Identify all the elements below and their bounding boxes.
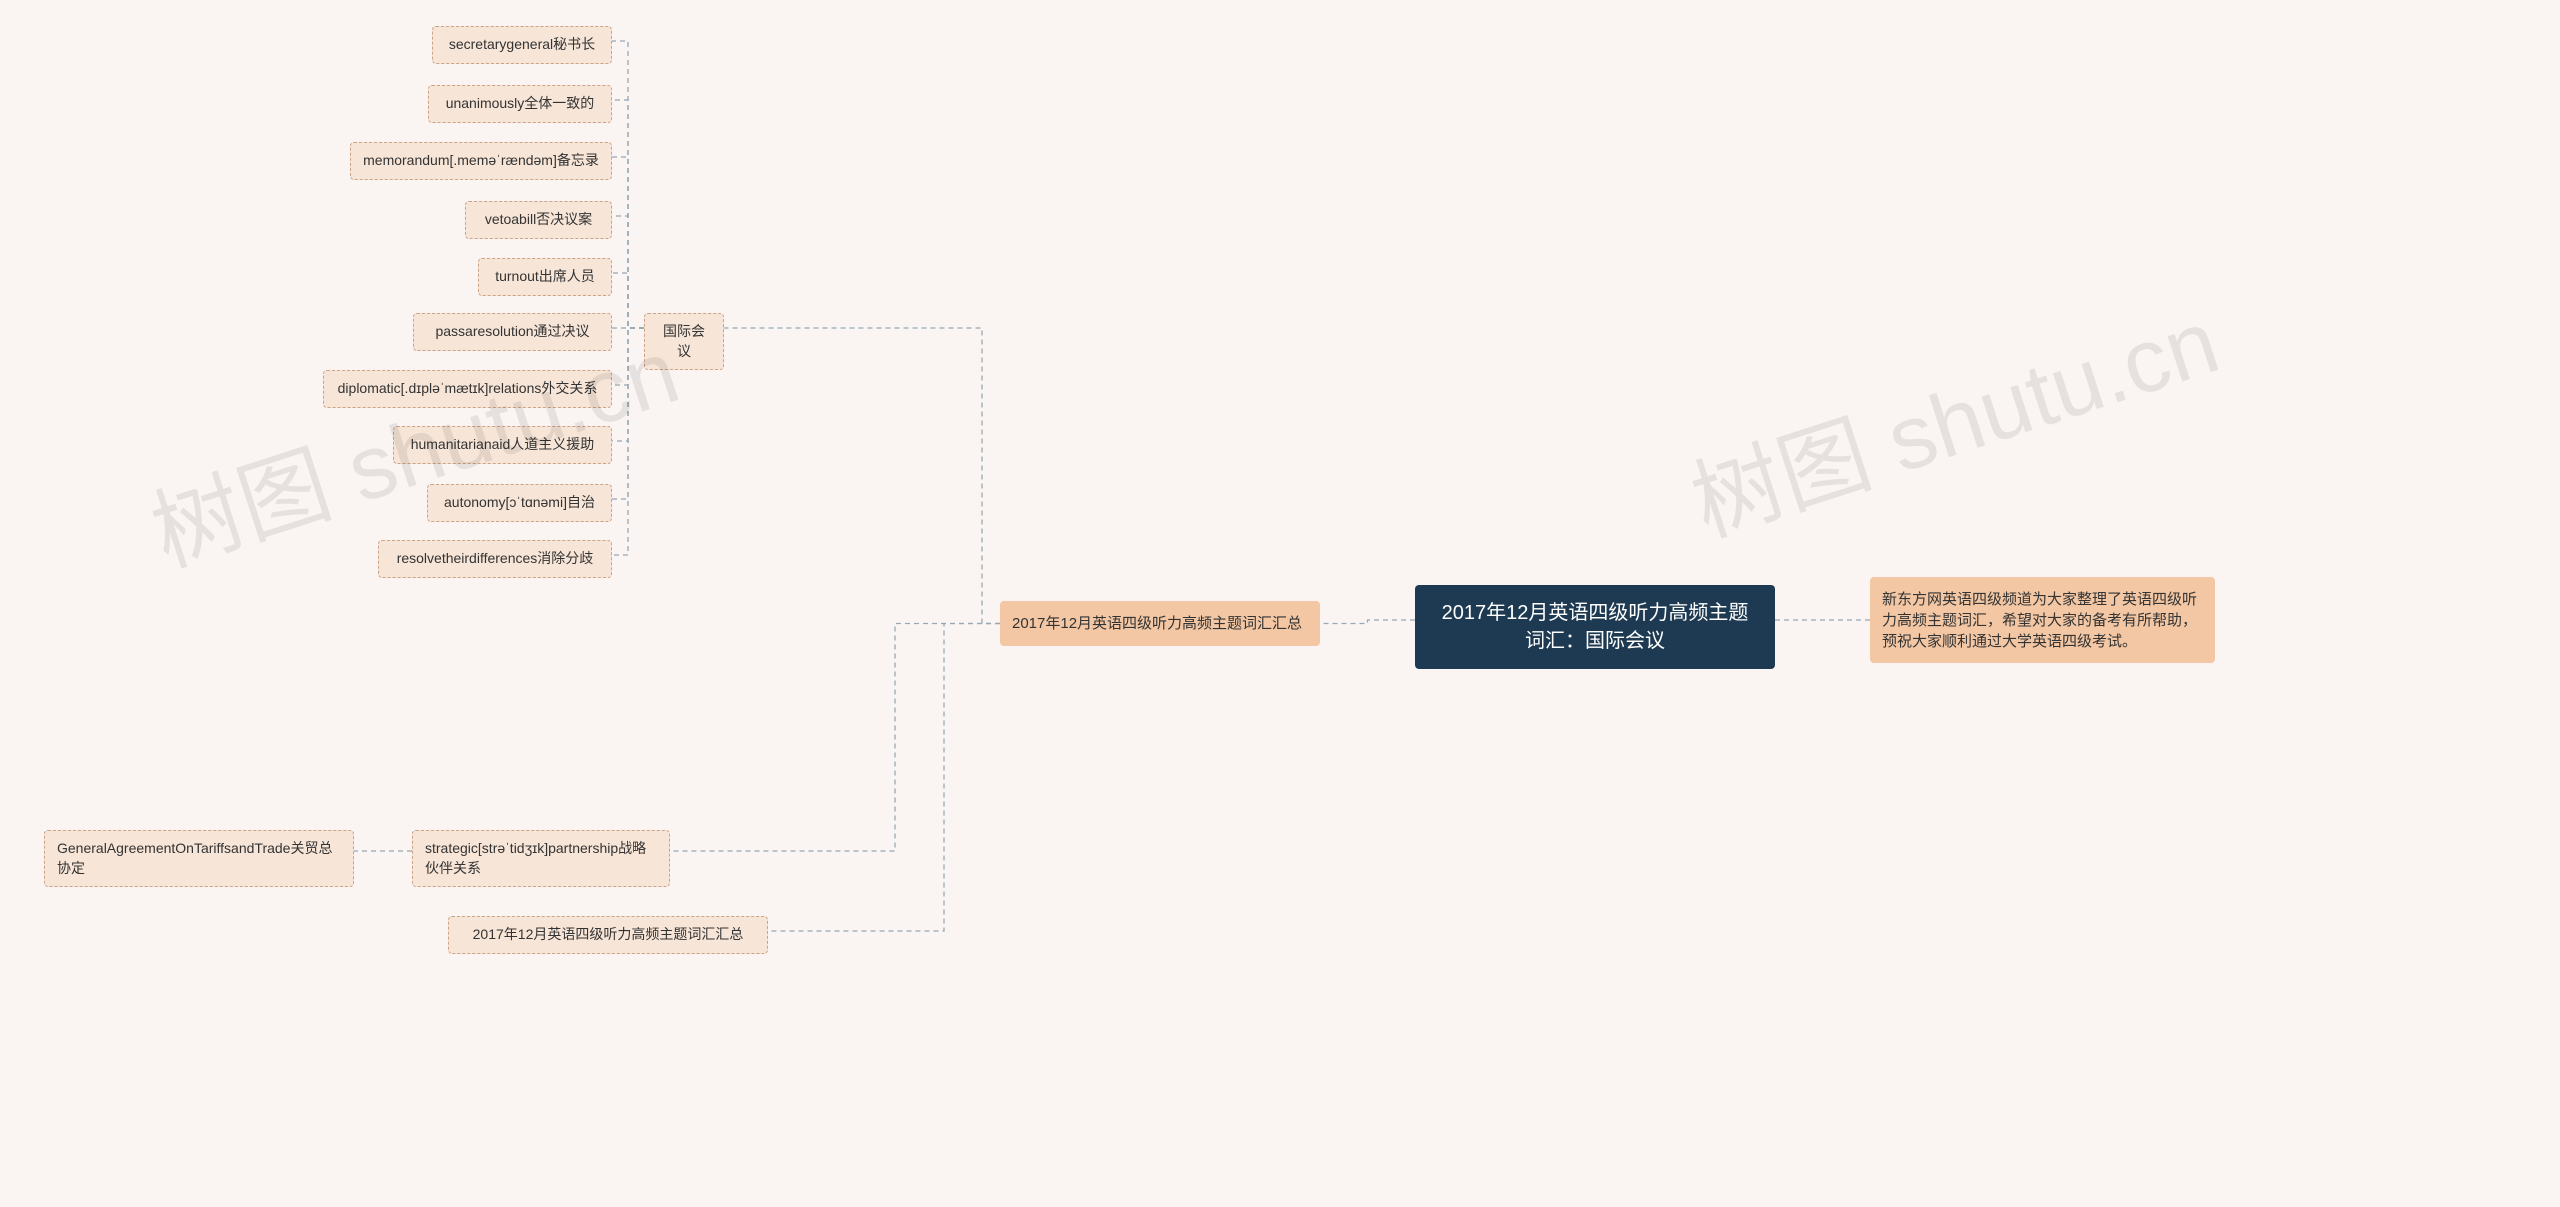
vocab-strategic: strategic[strəˈtidʒɪk]partnership战略伙伴关系	[412, 830, 670, 887]
vocab-gatt: GeneralAgreementOnTariffsandTrade关贸总协定	[44, 830, 354, 887]
vocab-item-1: unanimously全体一致的	[428, 85, 612, 123]
root-node: 2017年12月英语四级听力高频主题词汇：国际会议	[1415, 585, 1775, 669]
vocab-item-3: vetoabill否决议案	[465, 201, 612, 239]
summary-node: 2017年12月英语四级听力高频主题词汇汇总	[1000, 601, 1320, 646]
vocab-item-9: resolvetheirdifferences消除分歧	[378, 540, 612, 578]
vocab-item-2: memorandum[.meməˈrændəm]备忘录	[350, 142, 612, 180]
vocab-item-0: secretarygeneral秘书长	[432, 26, 612, 64]
description-node: 新东方网英语四级频道为大家整理了英语四级听力高频主题词汇，希望对大家的备考有所帮…	[1870, 577, 2215, 663]
bottom-summary-node: 2017年12月英语四级听力高频主题词汇汇总	[448, 916, 768, 954]
vocab-item-4: turnout出席人员	[478, 258, 612, 296]
watermark-1: 树图 shutu.cn	[1673, 269, 2232, 561]
